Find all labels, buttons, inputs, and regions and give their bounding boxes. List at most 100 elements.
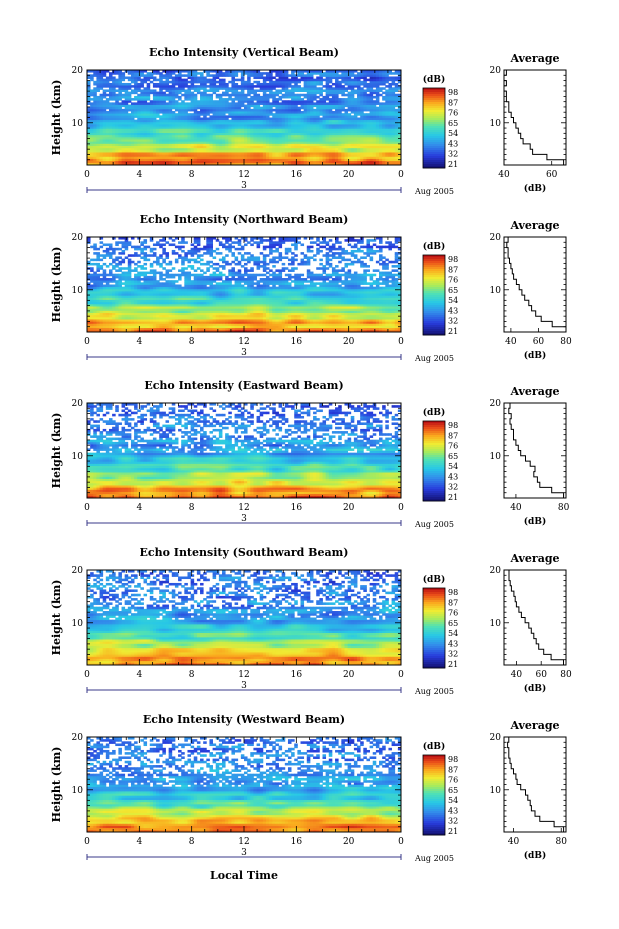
heatmap-cell bbox=[146, 119, 151, 123]
heatmap-cell bbox=[341, 149, 345, 153]
heatmap-cell bbox=[360, 160, 364, 164]
heatmap-cell bbox=[184, 143, 188, 146]
heatmap-cell bbox=[206, 325, 210, 329]
heatmap-cell bbox=[394, 154, 399, 157]
heatmap-cell bbox=[294, 136, 298, 140]
heatmap-cell bbox=[259, 132, 264, 136]
heatmap-cell bbox=[269, 329, 273, 333]
heatmap-cell bbox=[159, 87, 163, 90]
heatmap-cell bbox=[118, 323, 122, 326]
heatmap-cell bbox=[313, 102, 317, 105]
heatmap-cell bbox=[209, 78, 213, 82]
heatmap-cell bbox=[297, 80, 301, 84]
heatmap-cell bbox=[215, 126, 220, 129]
heatmap-cell bbox=[105, 80, 110, 84]
heatmap-cell bbox=[159, 130, 163, 134]
heatmap-cell bbox=[357, 323, 361, 326]
heatmap-cell bbox=[196, 141, 201, 144]
heatmap-cell bbox=[200, 156, 204, 159]
heatmap-cell bbox=[357, 100, 361, 103]
heatmap-cell bbox=[357, 74, 361, 77]
heatmap-cell bbox=[275, 154, 279, 157]
heatmap-cell bbox=[394, 134, 399, 138]
heatmap-cell bbox=[244, 95, 248, 99]
heatmap-cell bbox=[178, 72, 182, 75]
heatmap-cell bbox=[234, 323, 239, 326]
heatmap-cell bbox=[366, 106, 370, 110]
heatmap-cell bbox=[240, 319, 245, 322]
heatmap-cell bbox=[309, 87, 314, 90]
heatmap-cell bbox=[102, 321, 107, 324]
heatmap-cell bbox=[149, 126, 154, 129]
heatmap-cell bbox=[244, 158, 248, 162]
heatmap-cell bbox=[99, 95, 104, 99]
heatmap-cell bbox=[259, 115, 264, 118]
heatmap-cell bbox=[93, 72, 97, 75]
heatmap-cell bbox=[397, 329, 402, 333]
heatmap-cell bbox=[388, 160, 392, 164]
heatmap-cell bbox=[363, 93, 367, 97]
heatmap-cell bbox=[149, 72, 154, 75]
heatmap-cell bbox=[200, 149, 204, 153]
colorbar-segment bbox=[423, 114, 445, 117]
heatmap-cell bbox=[347, 136, 352, 140]
heatmap-cell bbox=[181, 106, 185, 110]
heatmap-cell bbox=[200, 121, 204, 125]
heatmap-cell bbox=[171, 323, 176, 326]
heatmap-cell bbox=[203, 143, 207, 146]
heatmap-cell bbox=[228, 316, 232, 320]
heatmap-cell bbox=[281, 154, 286, 157]
heatmap-cell bbox=[379, 106, 383, 110]
heatmap-cell bbox=[369, 132, 374, 136]
heatmap-cell bbox=[105, 113, 110, 116]
heatmap-cell bbox=[300, 78, 305, 82]
heatmap-cell bbox=[341, 93, 345, 97]
heatmap-cell bbox=[391, 136, 396, 140]
heatmap-cell bbox=[341, 126, 345, 129]
heatmap-cell bbox=[96, 329, 100, 333]
heatmap-cell bbox=[313, 321, 317, 324]
heatmap-cell bbox=[178, 119, 182, 123]
heatmap-cell bbox=[187, 106, 192, 110]
heatmap-cell bbox=[190, 162, 195, 166]
heatmap-cell bbox=[357, 113, 361, 116]
heatmap-cell bbox=[90, 314, 94, 318]
heatmap-cell bbox=[118, 91, 122, 95]
heatmap-cell bbox=[143, 74, 148, 77]
heatmap-cell bbox=[127, 321, 132, 324]
heatmap-cell bbox=[278, 141, 283, 144]
heatmap-cell bbox=[341, 158, 345, 162]
heatmap-cell bbox=[309, 106, 314, 110]
heatmap-cell bbox=[105, 327, 110, 331]
heatmap-cell bbox=[357, 134, 361, 138]
heatmap-cell bbox=[222, 154, 226, 157]
heatmap-cell bbox=[338, 126, 342, 129]
heatmap-cell bbox=[225, 119, 229, 123]
heatmap-cell bbox=[215, 327, 220, 331]
heatmap-cell bbox=[171, 132, 176, 136]
heatmap-cell bbox=[275, 139, 279, 142]
heatmap-cell bbox=[143, 93, 148, 97]
heatmap-cell bbox=[200, 316, 204, 320]
heatmap-cell bbox=[341, 128, 345, 131]
heatmap-cell bbox=[303, 154, 308, 157]
heatmap-cell bbox=[225, 325, 229, 329]
heatmap-cell bbox=[363, 82, 367, 86]
heatmap-cell bbox=[391, 132, 396, 136]
heatmap-cell bbox=[130, 316, 135, 320]
heatmap-cell bbox=[134, 149, 138, 153]
heatmap-cell bbox=[212, 325, 217, 329]
heatmap-cell bbox=[325, 130, 330, 134]
heatmap-cell bbox=[287, 130, 292, 134]
heatmap-cell bbox=[115, 123, 119, 127]
heatmap-cell bbox=[181, 115, 185, 118]
heatmap-cell bbox=[118, 329, 122, 333]
heatmap-cell bbox=[275, 72, 279, 75]
heatmap-cell bbox=[265, 100, 270, 103]
heatmap-cell bbox=[391, 104, 396, 108]
heatmap-cell bbox=[90, 70, 94, 73]
heatmap-cell bbox=[287, 152, 292, 155]
heatmap-cell bbox=[234, 143, 239, 146]
heatmap-cell bbox=[363, 128, 367, 131]
heatmap-cell bbox=[388, 126, 392, 129]
